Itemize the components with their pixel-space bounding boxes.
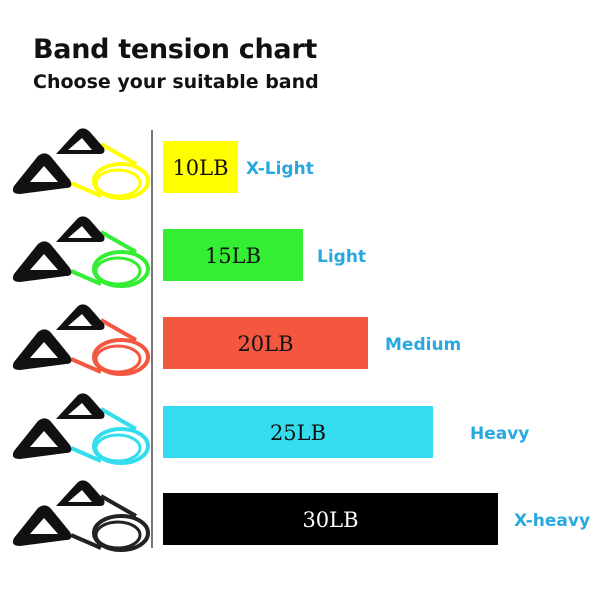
bar-x-heavy (163, 493, 498, 545)
resistance-band-black-icon (12, 480, 150, 552)
resistance-band-yellow-icon (12, 128, 150, 200)
axis-line (151, 130, 153, 548)
category-label: X-heavy (514, 511, 590, 531)
resistance-band-green-icon (12, 216, 150, 288)
category-label: Light (317, 247, 366, 267)
bar-value-label: 10LB (172, 156, 228, 180)
resistance-band-cyan-icon (12, 393, 150, 465)
bar-value-label: 25LB (270, 421, 326, 445)
bar-x-light (163, 141, 238, 193)
category-label: Heavy (470, 424, 529, 444)
bar-heavy (163, 406, 433, 458)
chart-subtitle: Choose your suitable band (33, 71, 319, 93)
category-label: X-Light (246, 159, 314, 179)
resistance-band-red-icon (12, 304, 150, 376)
category-label: Medium (385, 335, 461, 355)
bar-value-label: 30LB (302, 508, 358, 532)
bar-light (163, 229, 303, 281)
chart-title: Band tension chart (33, 34, 317, 65)
bar-medium (163, 317, 368, 369)
bar-value-label: 15LB (205, 244, 261, 268)
bar-value-label: 20LB (237, 332, 293, 356)
